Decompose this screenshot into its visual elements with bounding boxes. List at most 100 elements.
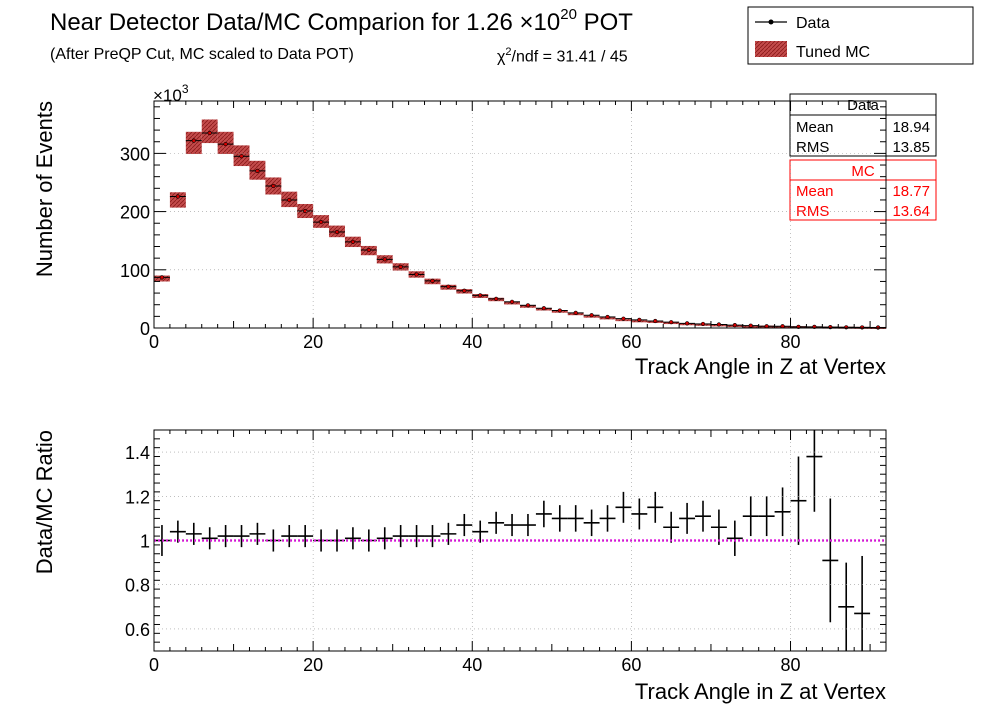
stats-data-mean-label: Mean (796, 119, 834, 136)
legend-mc-label: Tuned MC (796, 44, 870, 61)
data-point (239, 154, 244, 159)
bottom-x-tick-label: 60 (621, 655, 641, 675)
data-point (382, 257, 387, 262)
top-x-axis-label: Track Angle in Z at Vertex (635, 354, 886, 379)
legend-data-label: Data (796, 15, 830, 32)
page-title: Near Detector Data/MC Comparion for 1.26… (50, 6, 633, 37)
stats-mc-rms-value: 13.64 (892, 203, 930, 220)
data-point (366, 247, 371, 253)
data-point (159, 275, 165, 280)
bottom-x-tick-label: 20 (303, 655, 323, 675)
stats-box-data: Data Mean 18.94 RMS 13.85 (789, 93, 937, 157)
data-point (525, 303, 531, 308)
bottom-x-tick-label: 40 (462, 655, 482, 675)
chi2-exponent: 2 (505, 46, 512, 58)
data-point (605, 314, 610, 320)
legend-mc-swatch (755, 41, 787, 57)
data-point (653, 318, 658, 324)
title-exponent: 20 (560, 6, 577, 23)
legend: Data Tuned MC (747, 6, 974, 65)
bottom-frame (153, 429, 887, 652)
data-point (414, 272, 419, 277)
top-x-tick-label: 40 (462, 332, 482, 352)
data-point (303, 208, 308, 214)
stats-box-mc: MC Mean 18.77 RMS 13.64 (789, 159, 937, 221)
data-point (271, 183, 276, 189)
bottom-ratio-panel: 0 20 40 60 80 0.6 0.8 1 1.2 1.4 (125, 429, 887, 675)
data-point (478, 293, 483, 298)
mc-band (185, 131, 202, 155)
legend-data-marker (768, 19, 774, 25)
data-point (334, 229, 340, 235)
data-point (557, 308, 562, 313)
data-point (255, 168, 260, 173)
stats-data-title: Data (847, 97, 879, 114)
data-point (446, 284, 451, 289)
stats-data-mean-value: 18.94 (892, 119, 930, 136)
data-point (350, 239, 356, 244)
data-point (589, 313, 594, 318)
top-x-tick-label: 0 (149, 332, 159, 352)
data-point (207, 130, 212, 136)
data-point (637, 317, 642, 322)
data-point (669, 320, 674, 325)
stats-mc-mean-value: 18.77 (892, 183, 930, 200)
data-point (621, 316, 626, 321)
stats-data-frame (789, 93, 937, 157)
data-point (684, 321, 690, 326)
data-point (716, 322, 722, 327)
data-point (573, 310, 578, 315)
data-point (494, 296, 499, 301)
stats-mc-mean-label: Mean (796, 183, 834, 200)
bottom-x-tick-label: 80 (781, 655, 801, 675)
top-x-tick-label: 80 (781, 332, 801, 352)
bottom-y-tick-label: 1.2 (125, 487, 150, 507)
top-x-tick-label: 20 (303, 332, 323, 352)
data-point (541, 306, 546, 311)
stats-mc-title: MC (851, 163, 874, 180)
top-y-axis-label: Number of Events (32, 101, 57, 277)
chi2-label: χ2/ndf = 31.41 / 45 (497, 46, 628, 66)
stats-mc-frame (789, 159, 937, 221)
top-y-multiplier-exp: 3 (182, 82, 189, 96)
data-point (175, 194, 180, 199)
chi2-symbol: χ (497, 48, 506, 66)
bottom-y-tick-label: 1.4 (125, 443, 150, 463)
data-point (430, 278, 435, 283)
data-point (398, 264, 403, 269)
title-main: Near Detector Data/MC Comparion for 1.26… (50, 9, 561, 36)
top-y-tick-label: 0 (140, 319, 150, 339)
title-suffix: POT (576, 9, 633, 36)
data-point (223, 141, 228, 147)
bottom-x-axis-label: Track Angle in Z at Vertex (635, 679, 886, 704)
bottom-y-tick-label: 0.6 (125, 620, 150, 640)
stats-data-rms-value: 13.85 (892, 139, 930, 156)
bottom-x-tick-label: 0 (149, 655, 159, 675)
data-point (844, 325, 849, 330)
top-y-tick-label: 100 (120, 261, 150, 281)
chi2-value: /ndf = 31.41 / 45 (511, 48, 628, 66)
top-y-tick-label: 200 (120, 203, 150, 223)
top-y-multiplier-base: ×10 (153, 86, 182, 105)
data-point (509, 299, 515, 304)
stats-mc-rms-label: RMS (796, 203, 829, 220)
bottom-y-axis-label: Data/MC Ratio (32, 430, 57, 574)
stats-data-rms-label: RMS (796, 139, 829, 156)
top-frame (153, 100, 887, 329)
top-x-tick-label: 60 (621, 332, 641, 352)
bottom-y-tick-label: 1 (140, 532, 150, 552)
top-histogram-panel: 0 20 40 60 80 0 100 200 300 (120, 100, 887, 352)
bottom-y-tick-label: 0.8 (125, 576, 150, 596)
top-y-tick-label: 300 (120, 144, 150, 164)
data-point (462, 288, 467, 293)
data-point (732, 322, 737, 328)
top-y-multiplier: ×103 (153, 82, 189, 105)
data-point (860, 325, 865, 330)
data-point (191, 138, 196, 143)
data-point (748, 323, 753, 328)
subtitle: (After PreQP Cut, MC scaled to Data POT) (50, 46, 354, 63)
data-point (318, 219, 324, 225)
data-point (700, 321, 706, 327)
data-point (287, 197, 292, 203)
